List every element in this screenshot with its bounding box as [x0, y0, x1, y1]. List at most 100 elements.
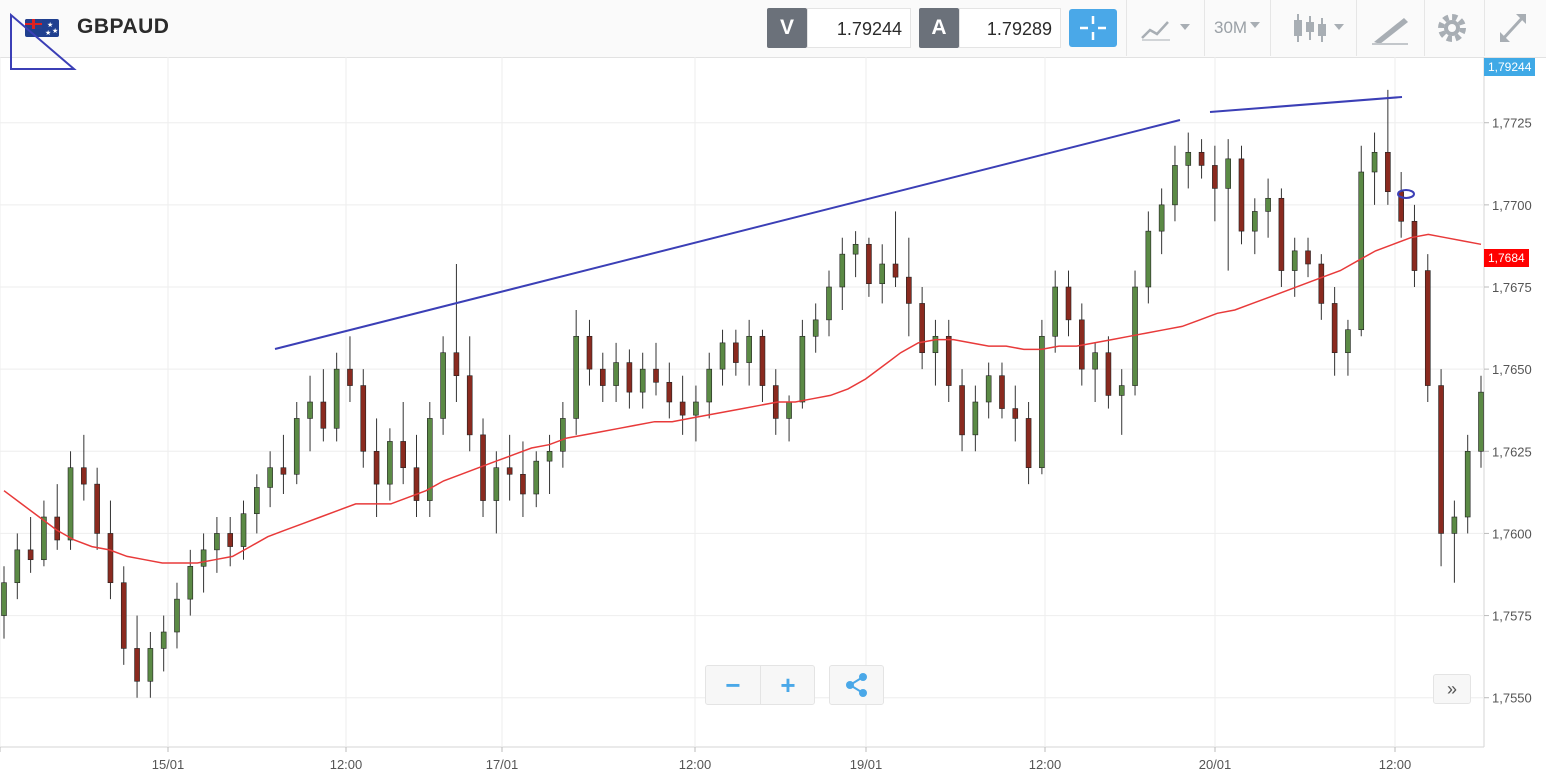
candle-body — [427, 418, 433, 501]
candle-body — [1478, 391, 1484, 452]
settings-button[interactable] — [1428, 0, 1478, 56]
candle-body — [320, 401, 327, 429]
candle-body — [653, 368, 659, 383]
candle-body — [706, 368, 713, 403]
candle-body — [1172, 165, 1178, 206]
candle-body — [1, 582, 7, 616]
symbol-title: GBPAUD — [77, 15, 170, 38]
candle-body — [1464, 450, 1471, 518]
candle-body — [480, 434, 486, 501]
sell-price[interactable]: 1.79244 — [807, 8, 911, 48]
toolbar: ★ ★ ★ GBPAUD V 1.79244 A 1.79289 30M — [0, 0, 1546, 58]
x-tick-label: 19/01 — [850, 757, 883, 772]
candle-body — [1238, 158, 1245, 232]
candle-body — [1438, 385, 1444, 534]
candle-body — [599, 368, 606, 386]
y-tick-label: 1,7725 — [1492, 116, 1532, 131]
x-tick-label: 20/01 — [1199, 757, 1232, 772]
candle-body — [693, 401, 699, 416]
candlestick-series — [1, 89, 1484, 698]
y-tick-label: 1,7600 — [1492, 526, 1532, 541]
candle-body — [919, 303, 925, 354]
marker-ellipse — [1397, 189, 1415, 199]
candle-body — [546, 450, 553, 462]
candle-body — [560, 418, 566, 452]
y-tick-label: 1,7575 — [1492, 609, 1532, 624]
buy-label[interactable]: A — [919, 8, 959, 48]
gear-icon — [1438, 14, 1466, 42]
candle-body — [174, 598, 180, 633]
crosshair-button[interactable] — [1069, 9, 1117, 47]
candle-body — [267, 467, 273, 488]
candle-body — [520, 473, 526, 495]
zoom-controls: − + — [705, 665, 815, 705]
trendline-drawings[interactable] — [274, 96, 1415, 350]
candle-body — [759, 335, 766, 386]
candle-body — [307, 401, 313, 419]
candle-body — [67, 467, 74, 541]
expand-button[interactable] — [1488, 0, 1538, 56]
buy-price[interactable]: 1.79289 — [959, 8, 1061, 48]
candle-body — [1331, 303, 1338, 354]
candle-body — [1092, 352, 1098, 370]
candle-body — [786, 401, 792, 419]
candle-body — [81, 467, 87, 485]
current-price-badge: 1,79244 — [1484, 58, 1536, 76]
candle-body — [826, 286, 832, 321]
candle-body — [719, 342, 726, 370]
zoom-out-button[interactable]: − — [725, 670, 741, 700]
candle-body — [1052, 286, 1058, 337]
candle-body — [453, 352, 460, 377]
x-axis: 0015/0112:0017/0112:0019/0112:0020/0112:… — [0, 747, 1411, 772]
y-tick-label: 1,7700 — [1492, 198, 1532, 213]
x-tick-label: 17/01 — [486, 757, 519, 772]
share-button[interactable] — [829, 665, 884, 705]
candle-body — [1198, 151, 1205, 166]
candle-body — [573, 335, 579, 419]
chevron-down-icon — [1250, 22, 1260, 28]
candle-body — [1305, 250, 1311, 265]
sell-label[interactable]: V — [767, 8, 807, 48]
candle-body — [440, 352, 446, 419]
candle-body — [1118, 385, 1125, 396]
candle-body — [107, 533, 114, 584]
candle-style-button[interactable] — [1278, 0, 1350, 56]
price-chart[interactable]: 0015/0112:0017/0112:0019/0112:0020/0112:… — [0, 57, 1546, 781]
drawing-tools-button[interactable] — [1360, 0, 1420, 56]
chart-grid — [0, 57, 1485, 748]
candle-body — [41, 516, 47, 561]
candle-body — [1105, 352, 1112, 396]
triangle-drawing[interactable] — [8, 12, 80, 72]
candle-body — [1358, 171, 1365, 331]
candle-body — [227, 533, 234, 547]
candle-body — [959, 385, 965, 436]
candle-body — [187, 565, 194, 600]
candlestick-icon — [1294, 14, 1344, 42]
scroll-forward-button[interactable]: » — [1433, 674, 1471, 704]
candle-body — [293, 418, 300, 475]
trendline-1 — [274, 119, 1181, 350]
candle-body — [1065, 286, 1072, 321]
candle-body — [666, 381, 673, 403]
moving-average-line — [3, 233, 1482, 564]
timeframe-selector[interactable]: 30M — [1214, 18, 1248, 37]
y-tick-label: 1,7550 — [1492, 691, 1532, 706]
candle-body — [866, 243, 872, 285]
candle-body — [1145, 230, 1152, 288]
candle-body — [1345, 329, 1351, 354]
candle-body — [493, 467, 500, 501]
candle-body — [945, 335, 952, 386]
candle-body — [799, 335, 806, 403]
zoom-in-button[interactable]: + — [780, 670, 796, 700]
candle-body — [214, 533, 220, 551]
candle-body — [812, 319, 819, 337]
drawing-tools-icon — [1372, 18, 1408, 45]
candle-body — [892, 263, 899, 278]
candle-body — [932, 335, 939, 354]
chart-type-button[interactable] — [1130, 0, 1200, 56]
x-tick-label: 15/01 — [152, 757, 185, 772]
line-chart-type-icon — [1141, 21, 1190, 41]
candle-body — [387, 441, 393, 485]
candle-body — [533, 460, 540, 495]
ma-value-badge: 1,7684 — [1484, 249, 1529, 267]
